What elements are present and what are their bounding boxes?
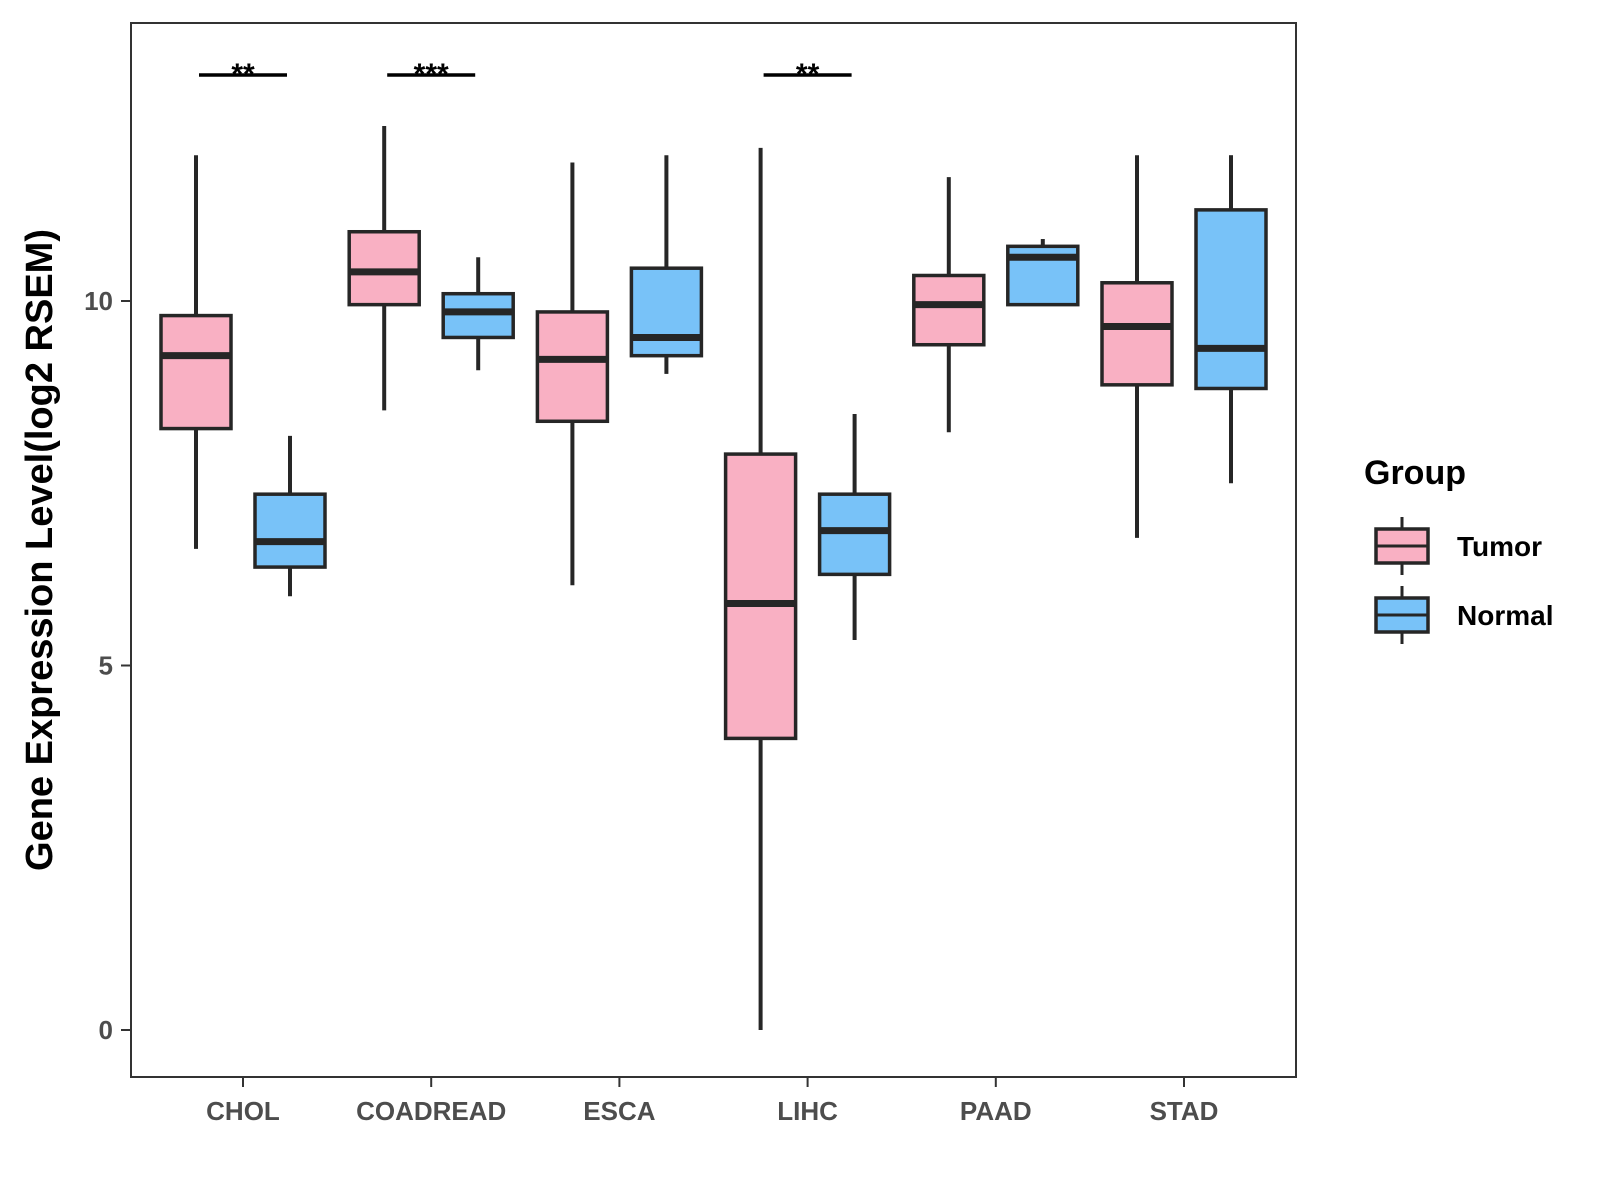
- significance-label-coadread: ***: [414, 58, 449, 91]
- x-tick-label-paad: PAAD: [960, 1096, 1032, 1126]
- box-chol-tumor: [159, 155, 233, 549]
- box-lihc-normal: [817, 413, 892, 640]
- y-tick-label-0: 0: [99, 1015, 113, 1045]
- box-esca-tumor: [535, 162, 610, 586]
- plot-area: ** *** **: [159, 58, 1268, 1030]
- panel-border: [130, 22, 1297, 1078]
- legend-label-normal: Normal: [1457, 600, 1553, 631]
- box-paad-normal: [1006, 239, 1080, 307]
- x-tick-label-coadread: COADREAD: [356, 1096, 506, 1126]
- box-chol-normal: [253, 435, 327, 597]
- significance-label-chol: **: [231, 58, 255, 91]
- iqr-box-chol-tumor: [159, 313, 233, 431]
- x-tick-label-chol: CHOL: [206, 1096, 280, 1126]
- legend-item-normal: Normal: [1374, 586, 1553, 644]
- significance-label-lihc: **: [796, 58, 820, 91]
- box-lihc-tumor: [723, 147, 798, 1030]
- iqr-box-esca-normal: [629, 266, 704, 358]
- iqr-box-stad-normal: [1194, 208, 1268, 391]
- box-esca-normal: [629, 155, 704, 374]
- iqr-box-lihc-normal: [817, 492, 892, 577]
- iqr-box-lihc-tumor: [723, 452, 798, 741]
- legend-label-tumor: Tumor: [1457, 531, 1542, 562]
- legend-item-tumor: Tumor: [1374, 517, 1542, 575]
- box-coadread-tumor: [347, 126, 421, 411]
- iqr-box-chol-normal: [253, 492, 327, 569]
- iqr-box-coadread-normal: [441, 291, 515, 340]
- iqr-box-paad-tumor: [912, 273, 986, 347]
- iqr-box-esca-tumor: [535, 310, 610, 424]
- y-tick-label-10: 10: [84, 286, 113, 316]
- box-coadread-normal: [441, 257, 515, 371]
- legend: Group Tumor Normal: [1364, 454, 1553, 644]
- x-tick-label-stad: STAD: [1150, 1096, 1219, 1126]
- iqr-box-coadread-tumor: [347, 229, 421, 307]
- x-tick-label-esca: ESCA: [583, 1096, 655, 1126]
- x-tick-label-lihc: LIHC: [777, 1096, 838, 1126]
- box-stad-normal: [1194, 155, 1268, 484]
- y-tick-label-5: 5: [99, 651, 113, 681]
- legend-title: Group: [1364, 454, 1466, 492]
- box-paad-tumor: [912, 177, 986, 433]
- y-axis-title: Gene Expression Level(log2 RSEM): [19, 229, 61, 871]
- axes: 0 5 10 CHOL COADREAD ESCA LIHC PAAD STAD: [84, 286, 1218, 1126]
- iqr-box-stad-tumor: [1100, 281, 1174, 387]
- box-stad-tumor: [1100, 155, 1174, 538]
